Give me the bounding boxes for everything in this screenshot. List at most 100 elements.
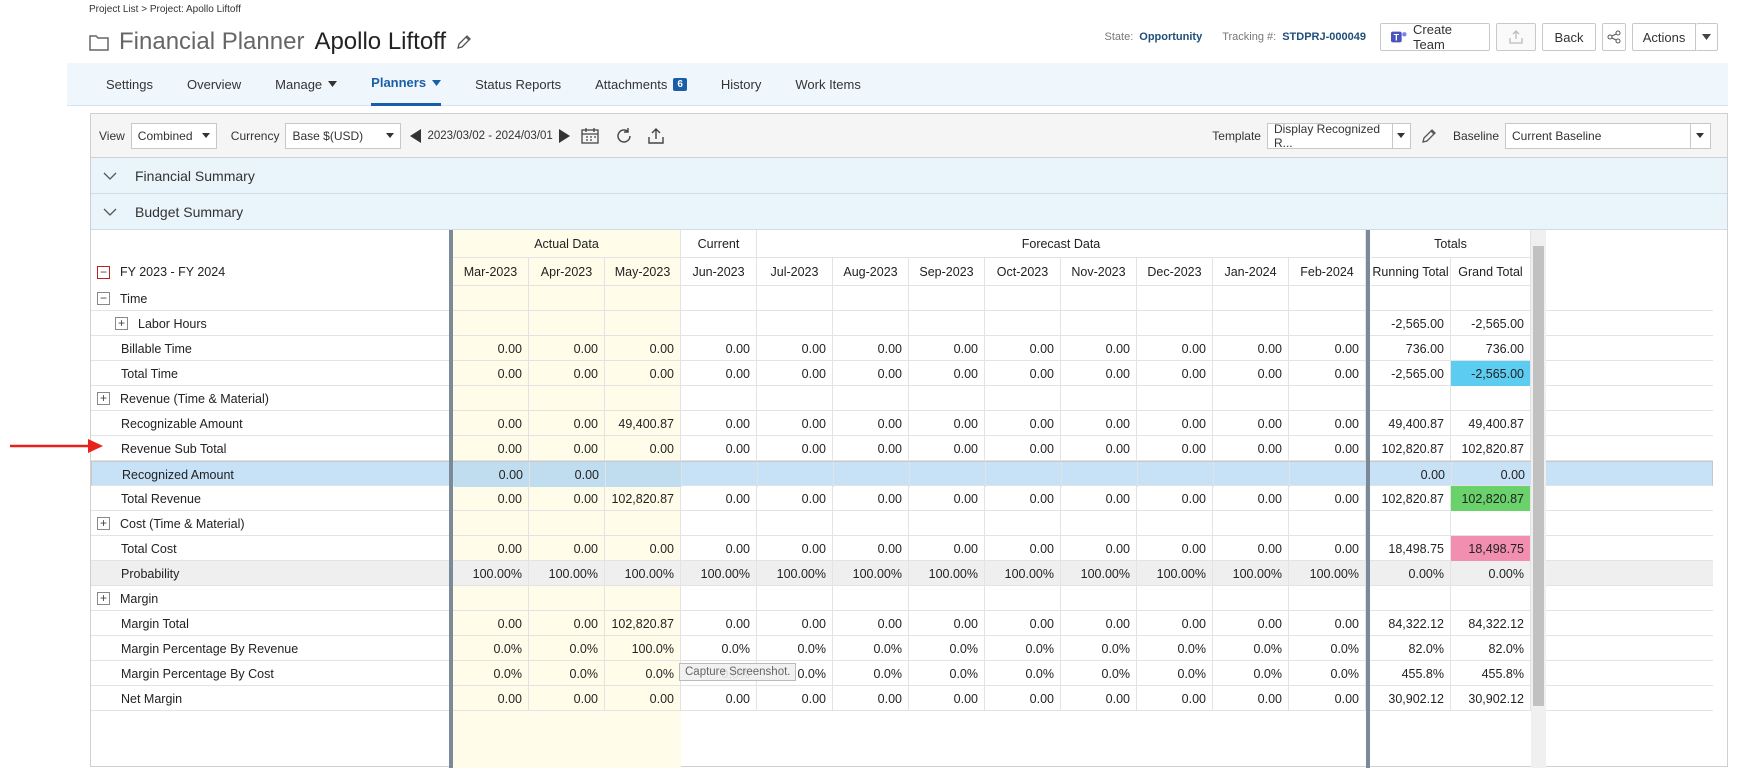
expand-icon[interactable]: +	[97, 517, 110, 530]
cell[interactable]: 0.00	[1061, 611, 1137, 636]
cell[interactable]: 0.00	[529, 411, 605, 436]
cell[interactable]: 0.00	[529, 536, 605, 561]
cell[interactable]: 0.00	[833, 536, 909, 561]
cell[interactable]: 100.00%	[605, 561, 681, 586]
refresh-icon[interactable]	[615, 127, 633, 145]
grand-total-cell[interactable]	[1451, 386, 1531, 411]
running-total-cell[interactable]: 0.00	[1372, 462, 1452, 487]
table-row[interactable]: + Cost (Time & Material)	[91, 511, 1713, 536]
cell[interactable]: 0.00	[1137, 611, 1213, 636]
cell[interactable]: 0.00	[1137, 536, 1213, 561]
baseline-dropdown-button[interactable]	[1691, 122, 1711, 149]
cell[interactable]: 0.0%	[1213, 636, 1289, 661]
export-icon[interactable]	[647, 127, 665, 145]
table-row[interactable]: Revenue Sub Total 0.00 0.00 0.00 0.00 0.00 0.0…	[91, 436, 1713, 461]
cell[interactable]: 0.00	[1137, 686, 1213, 711]
table-row[interactable]: − Time	[91, 286, 1713, 311]
cell[interactable]: 0.00	[833, 686, 909, 711]
cell[interactable]: 0.0%	[757, 636, 833, 661]
collapse-icon[interactable]: −	[97, 292, 110, 305]
date-range[interactable]: 2023/03/02 - 2024/03/01	[427, 129, 553, 142]
cell[interactable]	[1290, 462, 1367, 487]
cell[interactable]: 0.00	[1137, 336, 1213, 361]
cell[interactable]: 0.00	[605, 361, 681, 386]
currency-select[interactable]: Base $(USD)	[285, 122, 402, 149]
cell[interactable]: 0.00	[833, 486, 909, 511]
cell[interactable]: 0.00	[909, 611, 985, 636]
grand-total-cell[interactable]: 0.00	[1452, 462, 1532, 487]
cell[interactable]: 0.00	[453, 361, 529, 386]
cell[interactable]	[529, 286, 605, 311]
cell[interactable]: 0.00	[1289, 336, 1366, 361]
share-button[interactable]	[1602, 23, 1626, 51]
cell[interactable]: 0.0%	[1289, 661, 1366, 686]
cell[interactable]	[605, 386, 681, 411]
cell[interactable]: 0.00	[909, 686, 985, 711]
cell[interactable]	[1061, 586, 1137, 611]
cell[interactable]	[1289, 386, 1366, 411]
cell[interactable]: 0.00	[1213, 611, 1289, 636]
cell[interactable]: 0.00	[909, 336, 985, 361]
running-total-cell[interactable]	[1371, 511, 1451, 536]
cell[interactable]: 0.00	[1213, 411, 1289, 436]
breadcrumb[interactable]: Project List > Project: Apollo Liftoff	[89, 4, 241, 15]
cell[interactable]: 0.00	[1213, 436, 1289, 461]
cell[interactable]: 0.0%	[985, 661, 1061, 686]
expand-icon[interactable]: +	[97, 392, 110, 405]
tab-planners[interactable]: Planners	[371, 63, 442, 106]
cell[interactable]	[909, 286, 985, 311]
edit-icon[interactable]	[456, 34, 472, 50]
cell[interactable]: 102,820.87	[605, 611, 681, 636]
budget-summary-header[interactable]: Budget Summary	[91, 194, 1727, 230]
cell[interactable]	[1289, 286, 1366, 311]
tab-work-items[interactable]: Work Items	[795, 63, 861, 106]
grand-total-cell[interactable]	[1451, 511, 1531, 536]
cell[interactable]: 0.0%	[1137, 661, 1213, 686]
cell[interactable]: 0.00	[681, 486, 757, 511]
cell[interactable]: 0.00	[985, 686, 1061, 711]
table-row[interactable]: + Labor Hours -2,565.00 -2,565.00	[91, 311, 1713, 336]
cell[interactable]	[985, 386, 1061, 411]
cell[interactable]	[1137, 311, 1213, 336]
scrollbar-thumb[interactable]	[1533, 246, 1544, 706]
cell[interactable]: 0.00	[453, 336, 529, 361]
cell[interactable]	[453, 311, 529, 336]
cell[interactable]	[681, 511, 757, 536]
cell[interactable]	[605, 511, 681, 536]
cell[interactable]: 0.00	[605, 436, 681, 461]
cell[interactable]: 0.00	[909, 536, 985, 561]
running-total-cell[interactable]: 455.8%	[1371, 661, 1451, 686]
cell[interactable]: 0.00	[605, 536, 681, 561]
cell[interactable]	[985, 511, 1061, 536]
cell[interactable]: 0.00	[681, 611, 757, 636]
cell[interactable]: 0.00	[1289, 436, 1366, 461]
cell[interactable]	[605, 586, 681, 611]
cell[interactable]: 0.00	[453, 536, 529, 561]
table-row[interactable]: Net Margin 0.00 0.00 0.00 0.00 0.00 0.00 0.00 0.…	[91, 686, 1713, 711]
running-total-cell[interactable]: 30,902.12	[1371, 686, 1451, 711]
grand-total-cell[interactable]: 30,902.12	[1451, 686, 1531, 711]
table-row[interactable]: Billable Time 0.00 0.00 0.00 0.00 0.00 0.00 0.0…	[91, 336, 1713, 361]
running-total-cell[interactable]: 82.0%	[1371, 636, 1451, 661]
cell[interactable]: 100.00%	[1061, 561, 1137, 586]
tab-settings[interactable]: Settings	[106, 63, 153, 106]
cell[interactable]	[833, 286, 909, 311]
cell[interactable]	[681, 311, 757, 336]
actions-button[interactable]: Actions	[1632, 23, 1696, 51]
cell[interactable]	[681, 586, 757, 611]
cell[interactable]	[985, 311, 1061, 336]
cell[interactable]: 0.00	[909, 436, 985, 461]
cell[interactable]	[757, 511, 833, 536]
cell[interactable]	[757, 586, 833, 611]
cell[interactable]	[606, 462, 682, 487]
cell[interactable]: 0.00	[529, 486, 605, 511]
actions-dropdown-button[interactable]	[1696, 23, 1718, 51]
table-row[interactable]: Total Revenue 0.00 0.00 102,820.87 0.00 0.00 0…	[91, 486, 1713, 511]
expand-icon[interactable]: +	[115, 317, 128, 330]
cell[interactable]: 0.00	[454, 462, 530, 487]
cell[interactable]	[1061, 311, 1137, 336]
cell[interactable]: 0.0%	[529, 661, 605, 686]
cell[interactable]: 0.00	[833, 361, 909, 386]
cell[interactable]: 0.0%	[453, 636, 529, 661]
cell[interactable]: 0.00	[985, 611, 1061, 636]
